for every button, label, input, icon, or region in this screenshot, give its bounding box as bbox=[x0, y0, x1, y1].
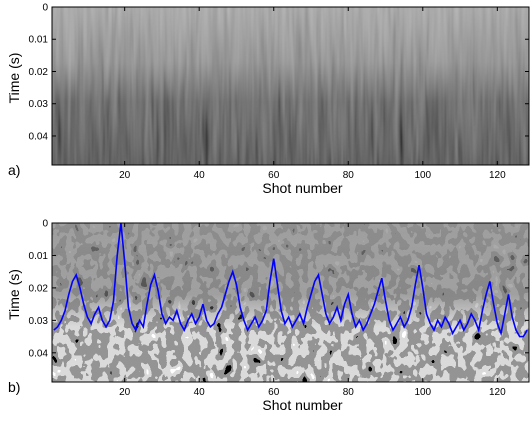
x-tick-label: 80 bbox=[343, 387, 355, 398]
panel-label: a) bbox=[8, 162, 20, 178]
y-tick-label: 0.03 bbox=[29, 99, 49, 110]
plot-frame bbox=[51, 222, 530, 383]
data-line bbox=[53, 223, 528, 338]
y-tick-label: 0 bbox=[42, 219, 48, 230]
y-tick-label: 0.04 bbox=[29, 131, 49, 142]
y-axis-label: Time (s) bbox=[6, 269, 22, 320]
y-tick-label: 0.02 bbox=[29, 283, 49, 294]
plot-frame bbox=[51, 6, 530, 166]
x-tick-label: 60 bbox=[268, 387, 280, 398]
y-tick-label: 0.01 bbox=[29, 35, 49, 46]
x-tick-label: 20 bbox=[119, 387, 131, 398]
x-tick-label: 100 bbox=[414, 387, 431, 398]
x-tick-label: 40 bbox=[194, 170, 206, 181]
y-tick-label: 0.03 bbox=[29, 316, 49, 327]
x-tick-label: 40 bbox=[194, 387, 206, 398]
x-axis-label: Shot number bbox=[262, 180, 342, 196]
y-tick-label: 0.01 bbox=[29, 251, 49, 262]
x-tick-label: 80 bbox=[343, 170, 355, 181]
y-tick-label: 0.02 bbox=[29, 67, 49, 78]
x-tick-label: 60 bbox=[268, 170, 280, 181]
y-tick-label: 0.04 bbox=[29, 348, 49, 359]
panel-b-image bbox=[52, 223, 529, 382]
x-tick-label: 20 bbox=[119, 170, 131, 181]
y-tick-label: 0 bbox=[42, 3, 48, 14]
x-tick-label: 120 bbox=[489, 170, 506, 181]
panel-a-image bbox=[52, 7, 529, 165]
x-axis-label: Shot number bbox=[262, 397, 342, 413]
x-tick-label: 120 bbox=[489, 387, 506, 398]
panel-label: b) bbox=[8, 379, 20, 395]
x-tick-label: 100 bbox=[414, 170, 431, 181]
y-axis-label: Time (s) bbox=[6, 53, 22, 104]
